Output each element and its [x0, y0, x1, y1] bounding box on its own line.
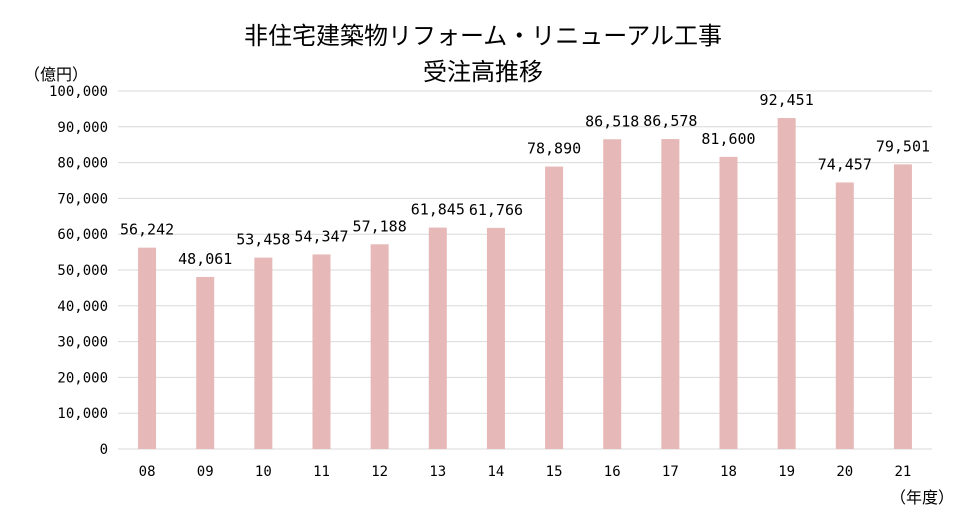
- data-label: 78,890: [527, 140, 581, 158]
- bar: [138, 247, 157, 449]
- bar: [661, 139, 680, 449]
- x-tick-label: 11: [313, 464, 330, 480]
- x-tick-label: 17: [662, 464, 679, 480]
- y-tick-label: 30,000: [57, 335, 108, 351]
- data-label: 53,458: [236, 231, 290, 249]
- x-tick-label: 12: [371, 464, 388, 480]
- x-tick-label: 09: [197, 464, 214, 480]
- y-tick-label: 100,000: [49, 84, 108, 100]
- x-tick-label: 16: [604, 464, 621, 480]
- x-tick-label: 15: [546, 464, 563, 480]
- y-tick-label: 80,000: [57, 156, 108, 172]
- data-label: 81,600: [701, 130, 755, 148]
- bar: [603, 139, 622, 449]
- x-tick-label: 08: [139, 464, 156, 480]
- bar: [719, 156, 738, 449]
- data-label: 79,501: [876, 137, 930, 155]
- data-label: 56,242: [120, 221, 174, 239]
- x-tick-label: 18: [720, 464, 737, 480]
- x-tick-label: 19: [778, 464, 795, 480]
- y-tick-label: 90,000: [57, 120, 108, 136]
- y-axis-unit-label: （億円）: [24, 65, 88, 84]
- bar: [196, 276, 215, 449]
- x-axis-unit-label: （年度）: [890, 488, 954, 507]
- bar: [486, 227, 505, 449]
- y-axis-ticks: 0 10,000 20,000 30,000 40,000 50,000 60,000 70,…: [49, 84, 108, 458]
- x-tick-label: 13: [429, 464, 446, 480]
- x-tick-label: 10: [255, 464, 272, 480]
- data-label: 57,188: [353, 217, 407, 235]
- bar: [835, 182, 854, 449]
- chart-title-line1: 非住宅建築物リフォーム・リニューアル工事: [244, 22, 722, 50]
- bar: [312, 254, 331, 449]
- y-tick-label: 50,000: [57, 263, 108, 279]
- y-tick-label: 0: [100, 442, 108, 458]
- x-axis-ticks: 08 09 10 11 12 13 14 15 16 17 18 19 20 21: [139, 464, 912, 480]
- data-label: 54,347: [294, 227, 348, 245]
- x-tick-label: 14: [487, 464, 504, 480]
- y-tick-label: 70,000: [57, 191, 108, 207]
- data-label: 74,457: [818, 155, 872, 173]
- bar: [370, 244, 389, 449]
- data-label: 86,518: [585, 112, 639, 130]
- y-tick-label: 60,000: [57, 227, 108, 243]
- data-label: 86,578: [643, 112, 697, 130]
- data-label: 61,766: [469, 201, 523, 219]
- bar: [777, 118, 796, 449]
- data-label: 48,061: [178, 250, 232, 268]
- gridlines: [118, 90, 932, 450]
- bar-series: [138, 118, 912, 450]
- bar: [428, 227, 447, 449]
- bar: [254, 257, 273, 449]
- x-tick-label: 20: [836, 464, 853, 480]
- bar: [893, 164, 912, 449]
- data-label: 61,845: [411, 201, 465, 219]
- chart-title-line2: 受注高推移: [423, 58, 543, 86]
- y-tick-label: 20,000: [57, 370, 108, 386]
- x-tick-label: 21: [894, 464, 911, 480]
- data-label: 92,451: [760, 91, 814, 109]
- y-tick-label: 10,000: [57, 406, 108, 422]
- bar: [545, 166, 564, 450]
- y-tick-label: 40,000: [57, 299, 108, 315]
